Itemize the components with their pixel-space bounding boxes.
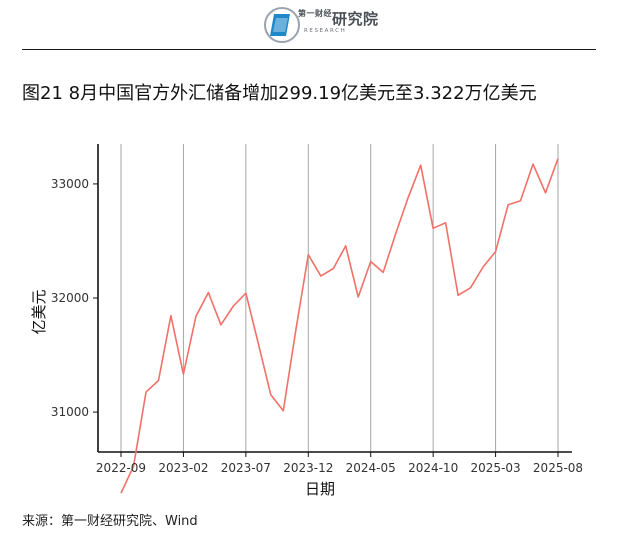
x-axis-title: 日期 — [305, 480, 335, 498]
logo-small: 第一财经 — [298, 9, 332, 18]
chart-title: 图21 8月中国官方外汇储备增加299.19亿美元至3.322万亿美元 — [22, 83, 537, 104]
x-tick-label: 2025-08 — [533, 461, 583, 475]
y-tick-label: 32000 — [51, 291, 89, 305]
x-tick-label: 2022-09 — [96, 461, 146, 475]
line-chart: 2022-09 2023-02 2023-07 2023-12 2024-05 2024-… — [30, 144, 583, 498]
y-tick-label: 31000 — [51, 405, 89, 419]
logo-main: 研究院 — [332, 10, 379, 28]
x-tick-label: 2023-07 — [221, 461, 271, 475]
x-tick-label: 2023-12 — [283, 461, 333, 475]
grid-lines — [120, 144, 559, 452]
source-note: 来源：第一财经研究院、Wind — [22, 514, 198, 529]
x-tick-label: 2024-05 — [346, 461, 396, 475]
y-tick-label: 33000 — [51, 177, 89, 191]
x-tick-label: 2025-03 — [471, 461, 521, 475]
x-tick-label: 2024-10 — [408, 461, 458, 475]
tick-labels: 2022-09 2023-02 2023-07 2023-12 2024-05 2024-… — [30, 177, 583, 498]
axes — [93, 144, 572, 457]
y-axis-title: 亿美元 — [30, 289, 48, 334]
series-line — [120, 158, 559, 494]
x-tick-label: 2023-02 — [158, 461, 208, 475]
series — [120, 158, 559, 494]
logo-subtitle: RESEARCH — [304, 28, 347, 34]
header-divider — [22, 49, 596, 50]
logo-text: 第一财经研究院 — [298, 8, 379, 29]
logo-icon — [264, 7, 300, 43]
logo — [264, 7, 300, 43]
